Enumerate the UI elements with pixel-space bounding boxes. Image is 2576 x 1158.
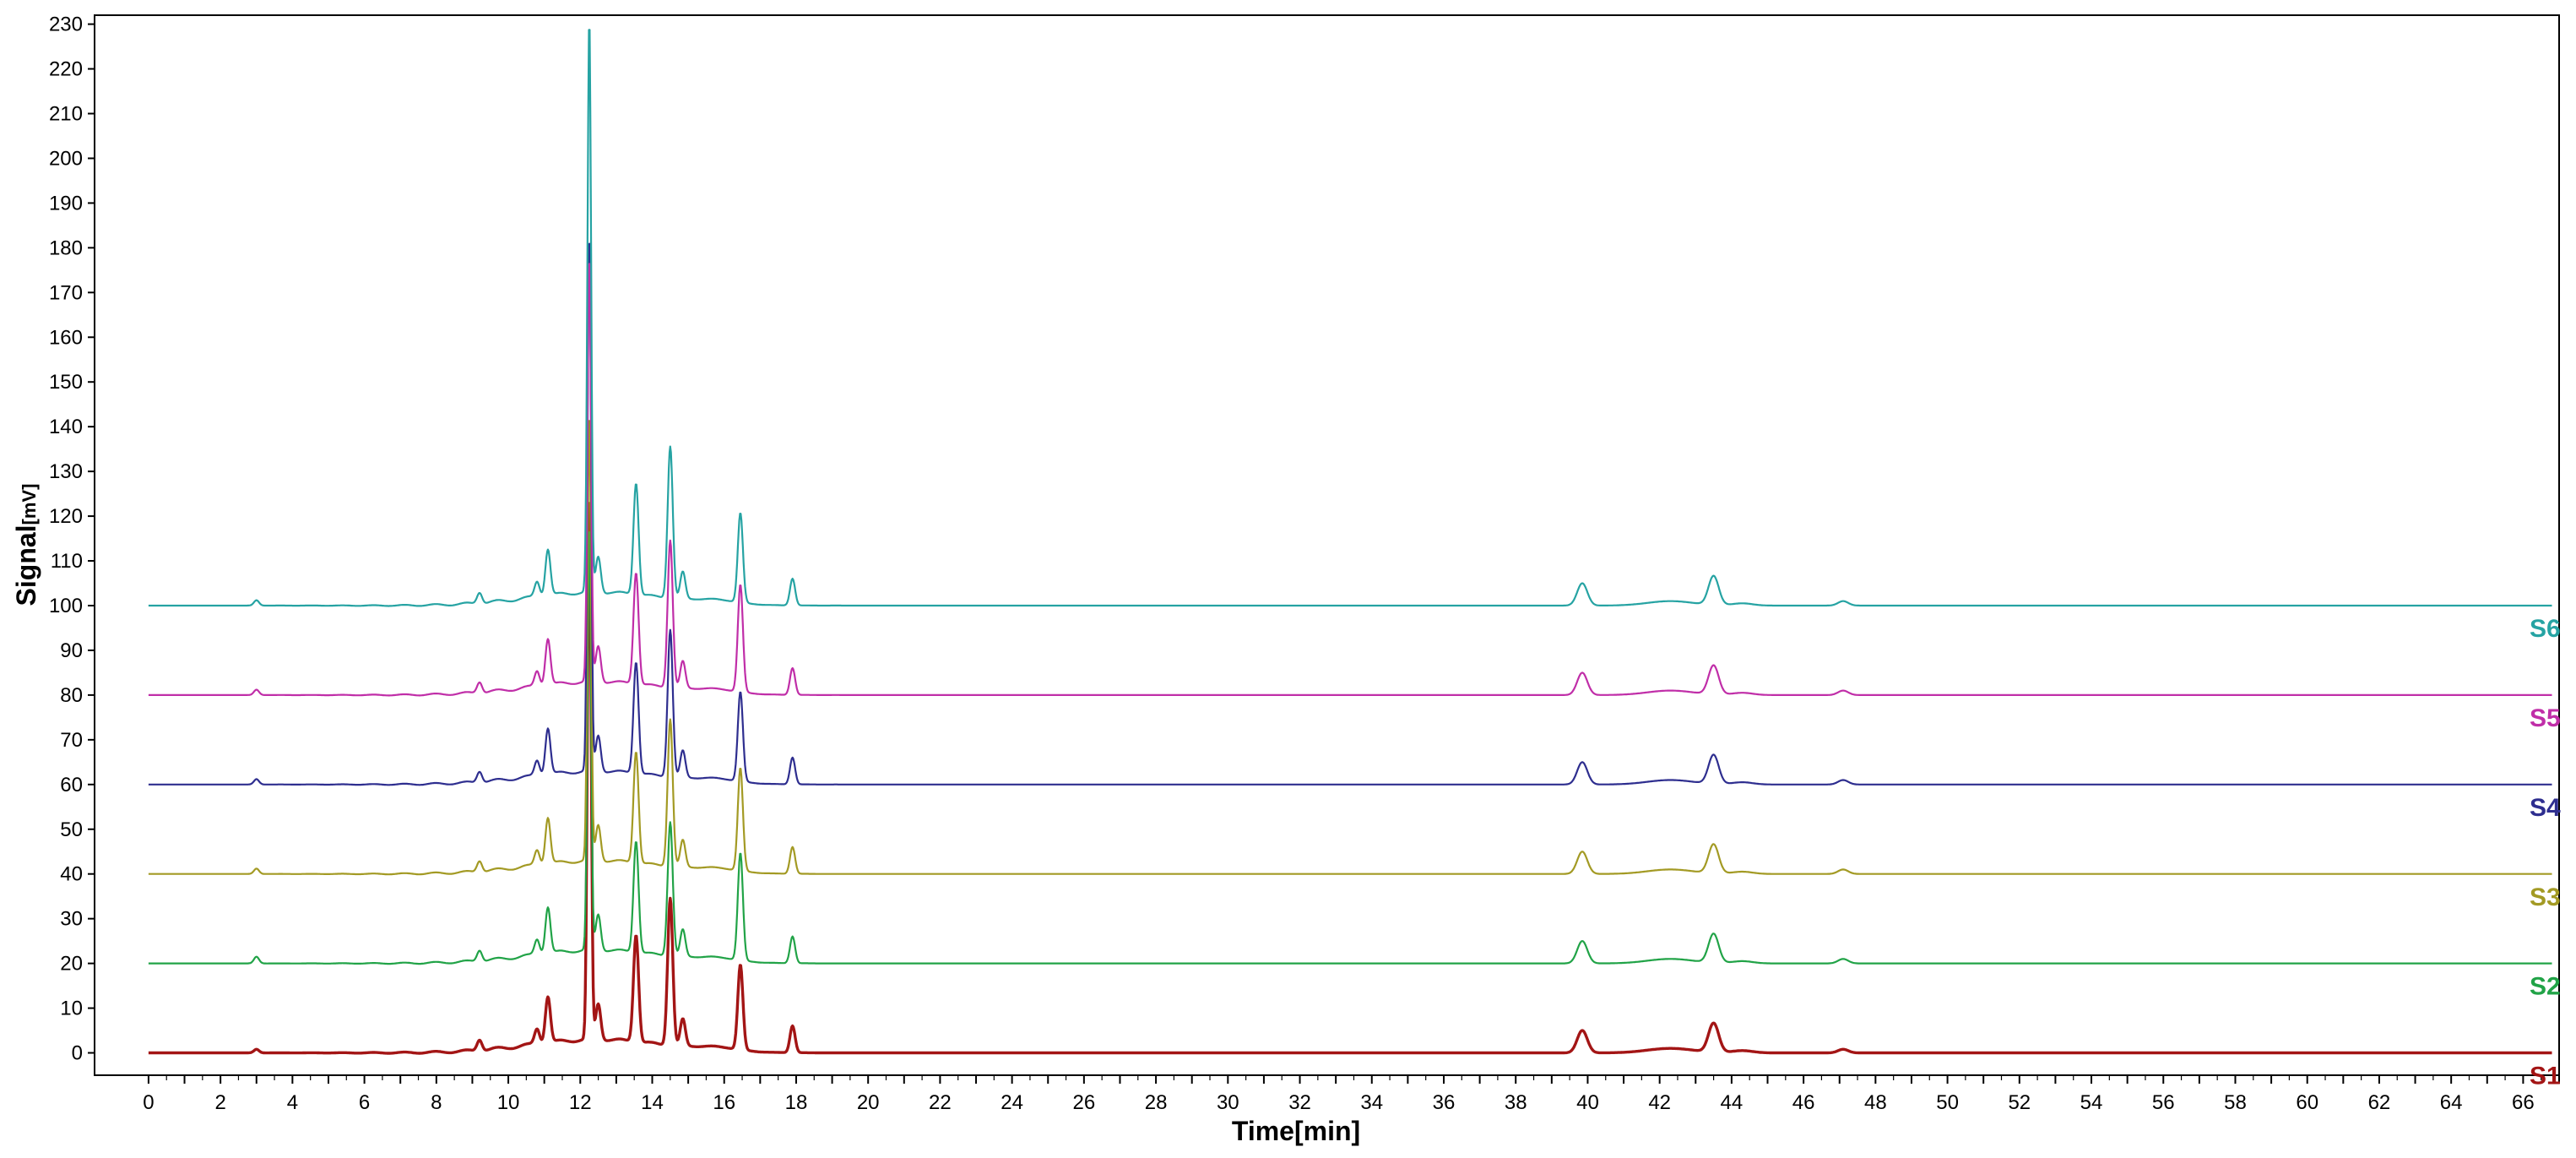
x-tick-label: 4 [287,1091,298,1114]
x-tick-label: 30 [1217,1091,1239,1114]
y-tick-label: 40 [60,863,83,886]
plot-frame [94,14,2560,1076]
x-tick-label: 36 [1433,1091,1456,1114]
x-tick-label: 32 [1288,1091,1311,1114]
x-tick-label: 48 [1864,1091,1887,1114]
x-tick-label: 28 [1145,1091,1168,1114]
y-tick-label: 160 [49,326,83,349]
y-tick-label: 230 [49,14,83,36]
y-tick-label: 80 [60,684,83,707]
series-label-s3: S3 [2530,883,2561,911]
x-tick-label: 60 [2296,1091,2318,1114]
x-tick-label: 20 [857,1091,880,1114]
trace-s1 [148,502,2553,1055]
x-axis-title: Time[min] [1232,1116,1360,1146]
x-tick-label: 14 [641,1091,664,1114]
x-tick-label: 46 [1792,1091,1815,1114]
x-tick-label: 24 [1001,1091,1023,1114]
y-tick-label: 170 [49,281,83,304]
y-tick-label: 50 [60,818,83,841]
y-axis-ticks: 0 10 20 30 40 50 60 70 80 90 100 110 120 130 140 150 160… [49,14,95,1065]
x-tick-label: 66 [2512,1091,2535,1114]
x-tick-label: 38 [1505,1091,1527,1114]
x-tick-label: 64 [2440,1091,2463,1114]
x-tick-label: 54 [2080,1091,2103,1114]
series-label-s2: S2 [2530,973,2561,1001]
y-tick-label: 70 [60,729,83,752]
y-tick-label: 0 [72,1042,83,1065]
y-tick-label: 210 [49,102,83,125]
x-tick-label: 34 [1360,1091,1383,1114]
y-tick-label: 120 [49,505,83,528]
x-tick-label: 40 [1576,1091,1599,1114]
x-axis-ticks: 0 2 4 6 8 10 12 14 16 18 20 22 24 26 28 30 32 34 36 38 40 42 4… [143,1075,2560,1114]
y-tick-label: 10 [60,998,83,1020]
x-tick-label: 18 [785,1091,808,1114]
x-tick-label: 16 [713,1091,735,1114]
x-tick-label: 22 [929,1091,952,1114]
x-tick-label: 12 [569,1091,592,1114]
y-tick-label: 30 [60,908,83,931]
y-tick-label: 110 [51,550,83,573]
x-tick-label: 8 [431,1091,442,1114]
y-tick-label: 200 [49,147,83,170]
trace-s3 [148,420,2552,876]
trace-s5 [148,263,2552,697]
x-tick-label: 56 [2152,1091,2175,1114]
y-tick-label: 100 [49,595,83,617]
x-tick-label: 0 [143,1091,154,1114]
x-tick-label: 52 [2008,1091,2031,1114]
series-label-s6: S6 [2530,615,2561,643]
y-tick-label: 140 [49,416,83,438]
y-tick-label: 180 [49,236,83,259]
y-tick-label: 150 [49,371,83,394]
chromatogram-traces [148,29,2553,1055]
trace-s6 [148,29,2552,607]
y-tick-label: 220 [49,58,83,81]
y-axis-title: Signal[mV] [11,484,41,606]
x-tick-label: 26 [1073,1091,1096,1114]
series-label-s1: S1 [2530,1063,2561,1090]
trace-s2 [148,531,2552,965]
x-tick-label: 2 [214,1091,225,1114]
series-label-s4: S4 [2530,794,2561,822]
y-tick-label: 90 [60,639,83,662]
y-axis-title-main: Signal [11,525,41,606]
series-label-s5: S5 [2530,704,2561,732]
x-tick-label: 62 [2368,1091,2391,1114]
x-tick-label: 10 [497,1091,520,1114]
series-labels: S1 S2 S3 S4 S5 S6 [2530,615,2561,1090]
x-tick-label: 6 [359,1091,370,1114]
y-axis-title-unit: [mV] [19,484,40,525]
x-tick-label: 58 [2224,1091,2247,1114]
x-tick-label: 42 [1648,1091,1671,1114]
y-tick-label: 190 [49,192,83,215]
y-tick-label: 60 [60,774,83,796]
x-tick-label: 44 [1721,1091,1744,1114]
y-tick-label: 130 [49,460,83,483]
trace-s4 [148,242,2552,786]
x-tick-label: 50 [1936,1091,1959,1114]
svg-text:Signal[mV]: Signal[mV] [11,484,41,606]
y-tick-label: 20 [60,953,83,976]
